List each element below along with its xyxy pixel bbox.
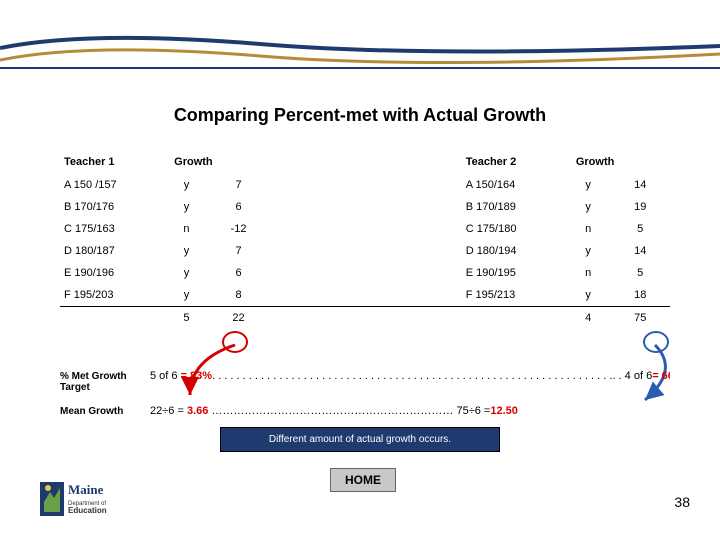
table-row: E 190/196 y 6 E 190/195 n 5 bbox=[60, 262, 670, 284]
col-growth2: Growth bbox=[566, 150, 670, 174]
col-teacher1: Teacher 1 bbox=[60, 150, 164, 174]
col-growth1: Growth bbox=[164, 150, 268, 174]
table-row: B 170/176 y 6 B 170/189 y 19 bbox=[60, 196, 670, 218]
callout: Different amount of actual growth occurs… bbox=[220, 427, 500, 452]
svg-text:Education: Education bbox=[68, 506, 107, 515]
highlight-circle bbox=[222, 331, 248, 353]
table-row: F 195/203 y 8 F 195/213 y 18 bbox=[60, 284, 670, 307]
highlight-circle bbox=[643, 331, 669, 353]
table-row: A 150 /157 y 7 A 150/164 y 14 bbox=[60, 174, 670, 196]
svg-text:Maine: Maine bbox=[68, 482, 104, 497]
table-row: C 175/163 n -12 C 175/180 n 5 bbox=[60, 218, 670, 240]
page-title: Comparing Percent-met with Actual Growth bbox=[0, 105, 720, 126]
table-sum-row: 5 22 4 75 bbox=[60, 307, 670, 330]
pct-label: % Met Growth Target bbox=[60, 371, 150, 393]
pct-content: 5 of 6 = 83%. . . . . . . . . . . . . . … bbox=[150, 370, 670, 382]
page-number: 38 bbox=[674, 494, 690, 510]
mean-label: Mean Growth bbox=[60, 406, 150, 417]
header-swoosh bbox=[0, 30, 720, 70]
mean-content: 22÷6 = 3.66 ………………………………………………………… 75÷6 … bbox=[150, 405, 670, 417]
table-row: D 180/187 y 7 D 180/194 y 14 bbox=[60, 240, 670, 262]
col-teacher2: Teacher 2 bbox=[462, 150, 566, 174]
summary-rows: % Met Growth Target 5 of 6 = 83%. . . . … bbox=[60, 370, 670, 429]
home-button[interactable]: HOME bbox=[330, 468, 396, 492]
maine-doe-logo: Maine Department of Education bbox=[40, 478, 130, 520]
data-table: Teacher 1 Growth Teacher 2 Growth A 150 … bbox=[60, 150, 670, 329]
